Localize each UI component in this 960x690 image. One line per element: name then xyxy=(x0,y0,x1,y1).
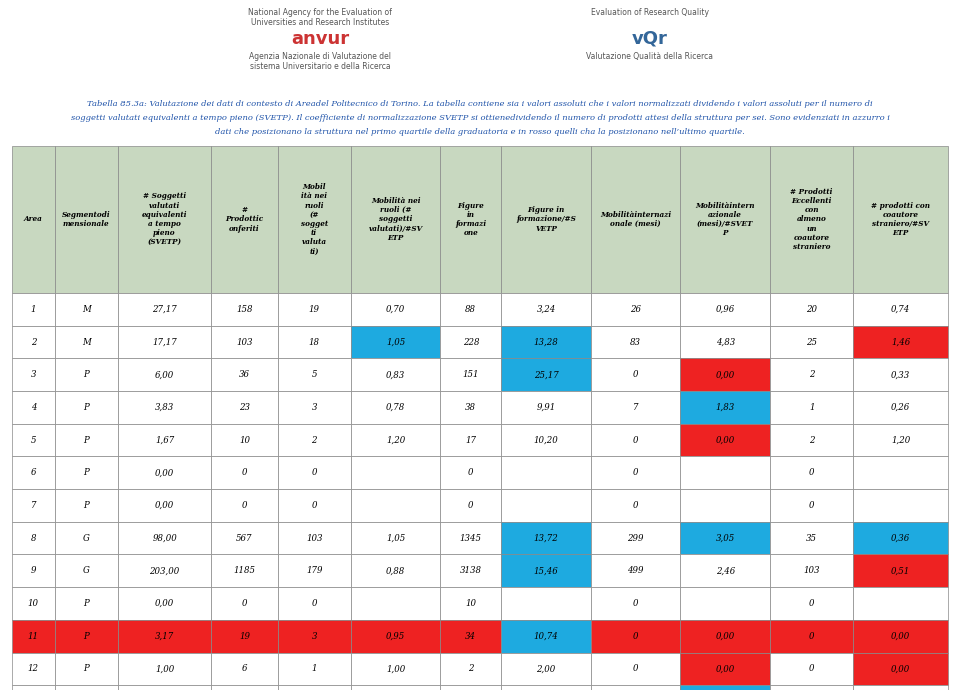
Text: anvur: anvur xyxy=(291,30,349,48)
Text: Agenzia Nazionale di Valutazione del
sistema Universitario e della Ricerca: Agenzia Nazionale di Valutazione del sis… xyxy=(249,52,391,71)
Text: Valutazione Qualità della Ricerca: Valutazione Qualità della Ricerca xyxy=(587,52,713,61)
Text: Tabella 85.3a: Valutazione dei dati di contesto di Areadel Politecnico di Torino: Tabella 85.3a: Valutazione dei dati di c… xyxy=(87,100,873,108)
Text: National Agency for the Evaluation of
Universities and Research Institutes: National Agency for the Evaluation of Un… xyxy=(248,8,392,28)
Text: soggetti valutati equivalenti a tempo pieno (SVETP). Il coefficiente di normaliz: soggetti valutati equivalenti a tempo pi… xyxy=(71,114,889,122)
Text: 8: 8 xyxy=(937,665,945,678)
Text: vQr: vQr xyxy=(632,30,668,48)
Text: dati che posizionano la struttura nel primo quartile della graduatoria e in ross: dati che posizionano la struttura nel pr… xyxy=(215,128,745,136)
Text: Evaluation of Research Quality: Evaluation of Research Quality xyxy=(591,8,709,17)
